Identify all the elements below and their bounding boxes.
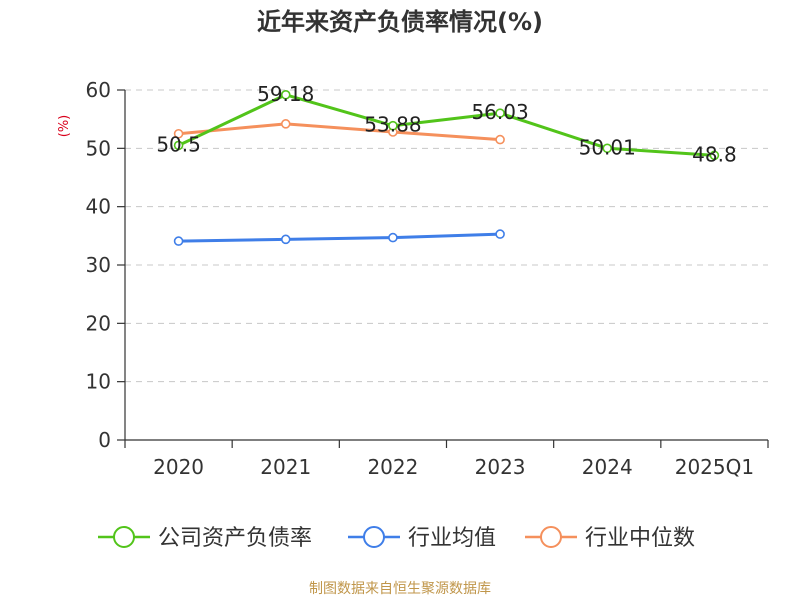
x-tick-label-2025Q1: 2025Q1 — [675, 455, 754, 479]
x-tick-label-2024: 2024 — [582, 455, 633, 479]
series-line-2 — [178, 122, 501, 142]
series-1-point-2023 — [495, 229, 505, 239]
series-0-point-2022 — [388, 120, 398, 131]
y-tick-label-0: 0 — [98, 428, 111, 452]
data-labels: 50.5 59.18 53.88 56.03 50.01 48.8 — [156, 82, 736, 167]
grid-lines — [125, 89, 768, 383]
x-tick-label-2022: 2022 — [367, 455, 418, 479]
series-0-point-2025Q1 — [709, 150, 720, 161]
legend-label-1: 行业均值 — [408, 526, 496, 551]
x-tick-label-2021: 2021 — [260, 455, 311, 479]
y-tick-label-40: 40 — [86, 195, 111, 219]
axes: 0 10 20 30 40 50 60 2020 2021 2022 2023 2024 2025Q1 — [86, 78, 769, 479]
x-tick-label-2020: 2020 — [153, 455, 204, 479]
y-tick-label-10: 10 — [86, 370, 111, 394]
series-0-point-2020 — [173, 140, 184, 151]
series-0-point-2024 — [602, 143, 613, 154]
data-label-2020: 50.5 — [156, 132, 201, 156]
series-2-point-2020 — [173, 128, 184, 139]
series-1-point-2021 — [280, 234, 291, 245]
data-label-2025Q1: 48.8 — [692, 142, 737, 166]
data-label-2022: 53.88 — [364, 113, 421, 137]
y-axis-label: (%) — [57, 115, 72, 138]
data-label-2021: 59.18 — [257, 82, 314, 106]
series-0-point-2023 — [495, 108, 505, 118]
series-lines — [173, 89, 720, 246]
legend-marker-1 — [363, 526, 385, 548]
series-1-point-2020 — [173, 236, 184, 246]
series-1-point-2022 — [388, 232, 398, 243]
data-label-2023: 56.03 — [471, 100, 528, 124]
legend-marker-0 — [113, 526, 135, 548]
chart-title: 近年来资产负债率情况(%) — [257, 8, 543, 36]
series-line-0 — [177, 93, 715, 157]
legend-label-0: 公司资产负债率 — [158, 526, 312, 551]
y-tick-label-30: 30 — [86, 253, 111, 277]
series-2-point-2021 — [280, 119, 291, 129]
legend: 公司资产负债率 行业均值 行业中位数 — [98, 526, 695, 551]
y-tick-label-50: 50 — [86, 136, 111, 160]
series-line-1 — [178, 232, 501, 243]
data-label-2024: 50.01 — [579, 135, 636, 159]
y-tick-label-20: 20 — [86, 311, 111, 335]
y-tick-label-60: 60 — [86, 78, 111, 102]
legend-marker-2 — [540, 526, 562, 548]
source-note: 制图数据来自恒生聚源数据库 — [309, 581, 491, 597]
legend-label-2: 行业中位数 — [585, 526, 695, 551]
series-0-point-2021 — [280, 89, 291, 100]
x-tick-label-2023: 2023 — [475, 455, 526, 479]
series-2-point-2023 — [495, 134, 505, 145]
